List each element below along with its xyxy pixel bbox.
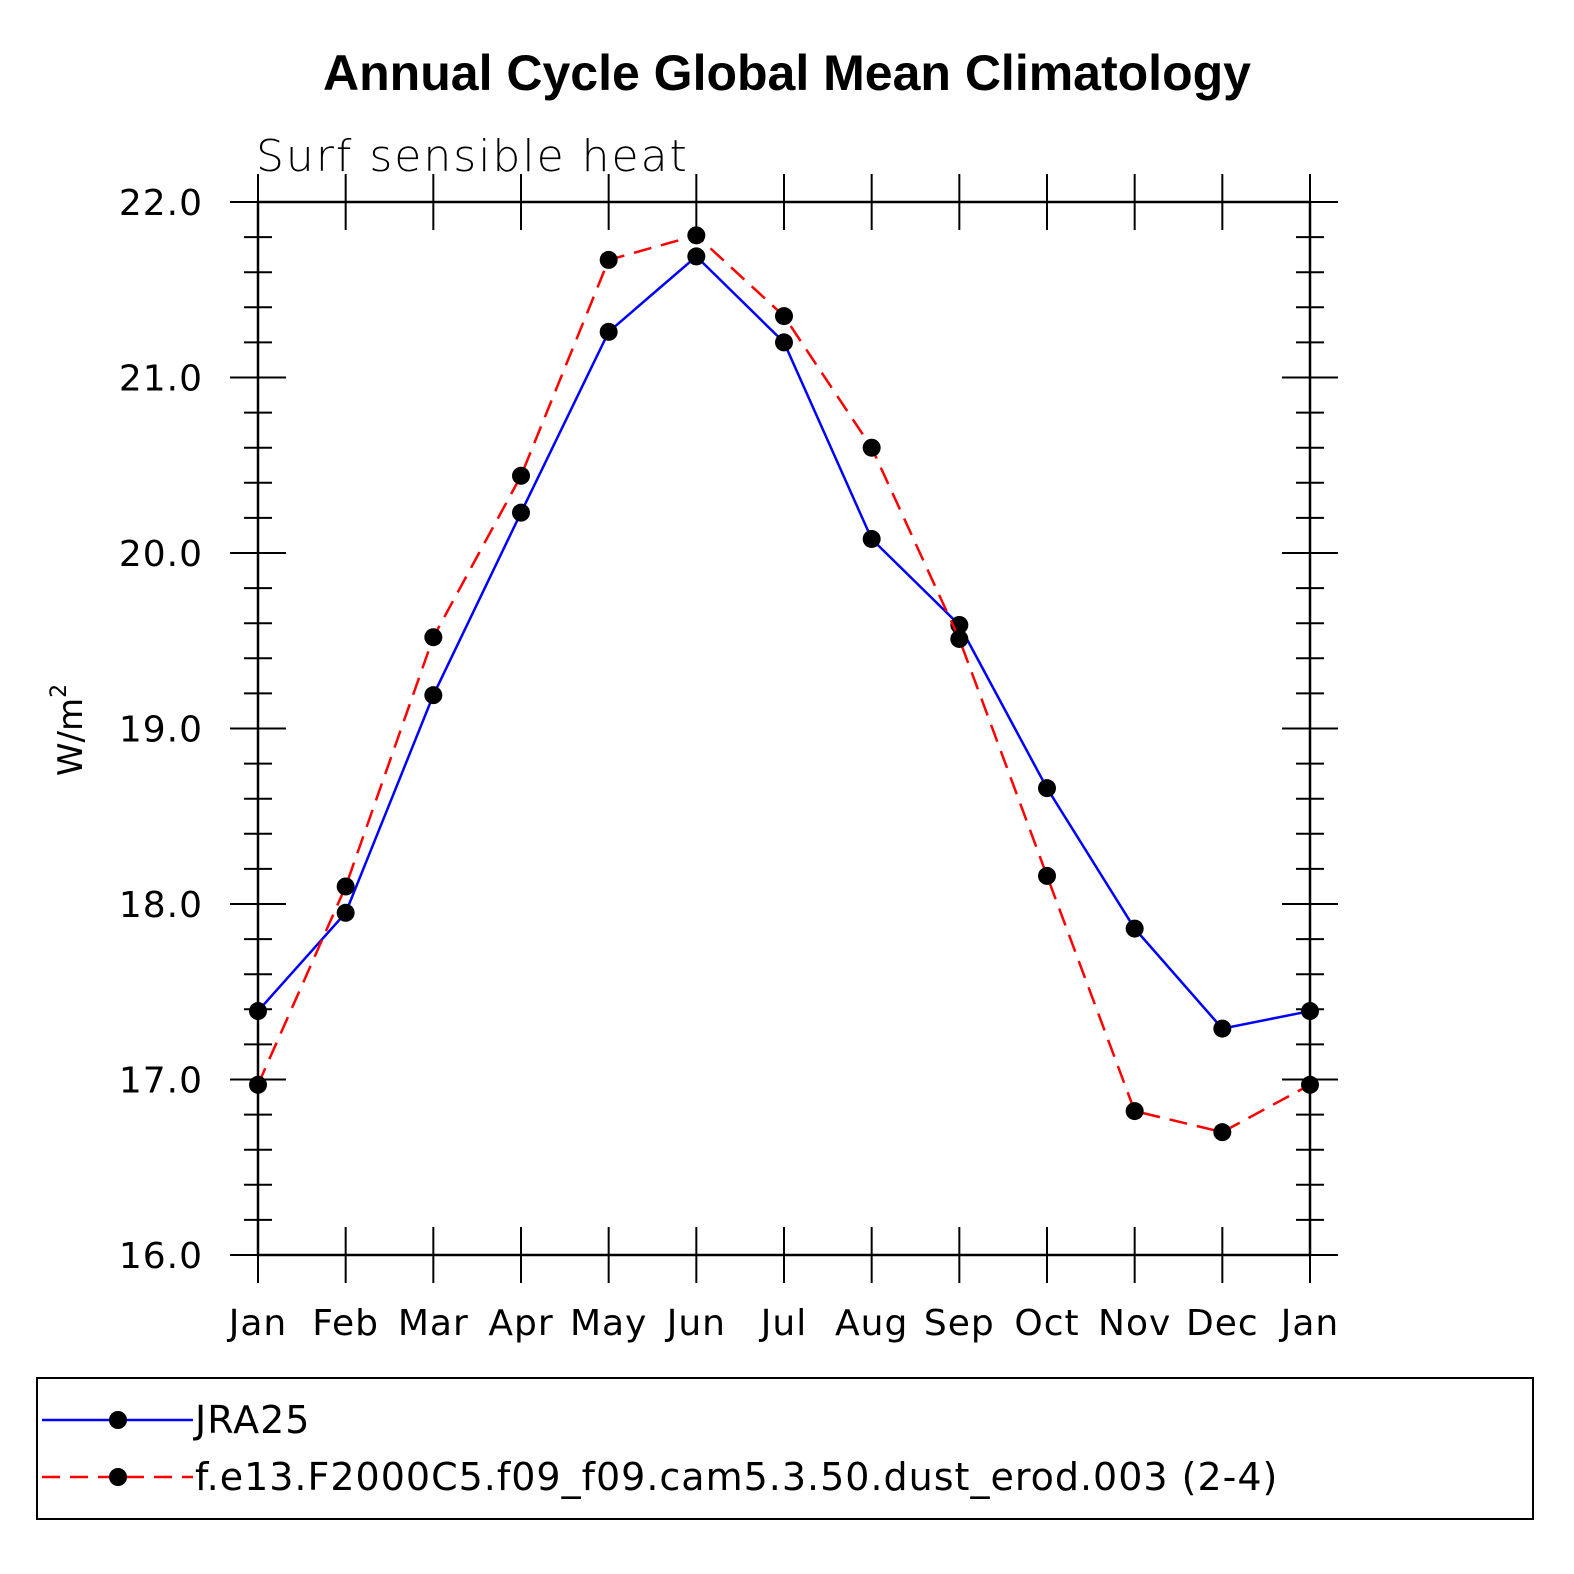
x-tick-label: Oct (1014, 1303, 1079, 1344)
legend: JRA25 f.e13.F2000C5.f09_f09.cam5.3.50.dus… (36, 1377, 1534, 1520)
data-point (950, 629, 969, 648)
data-point (1038, 866, 1056, 885)
x-tick-label: Jun (665, 1303, 726, 1344)
data-point (424, 686, 443, 705)
data-point (599, 322, 618, 341)
y-tick-label: 21.0 (119, 359, 203, 400)
data-point (775, 333, 793, 352)
y-tick-label: 19.0 (119, 710, 203, 751)
x-tick-label: Mar (398, 1303, 469, 1344)
x-tick-label: Nov (1098, 1303, 1171, 1344)
chart-title: Annual Cycle Global Mean Climatology (323, 45, 1251, 101)
x-tick-label: Feb (312, 1303, 379, 1344)
legend-label: f.e13.F2000C5.f09_f09.cam5.3.50.dust_ero… (195, 1455, 1278, 1499)
legend-entry-1: JRA25 (42, 1398, 310, 1442)
x-tick-label: Jan (1279, 1303, 1340, 1344)
data-point (1301, 1075, 1319, 1094)
y-tick-label: 20.0 (119, 534, 203, 575)
series-line (256, 233, 1311, 1134)
legend-marker (109, 1411, 127, 1429)
x-tick-label: Dec (1186, 1303, 1259, 1344)
x-tick-label: Jan (227, 1303, 288, 1344)
y-tick-label: 18.0 (119, 885, 203, 926)
series-1 (249, 247, 1319, 1038)
y-axis-label-base: W/m (51, 698, 91, 776)
data-point (1125, 1102, 1144, 1121)
y-axis-label: W/m2 (47, 684, 91, 776)
x-tick-label: May (570, 1303, 647, 1344)
y-tick-label: 17.0 (119, 1061, 203, 1102)
x-tick-label: Jul (759, 1303, 807, 1344)
data-point (687, 226, 706, 245)
y-tick-label: 16.0 (119, 1236, 203, 1277)
data-point (512, 503, 530, 522)
x-tick-label: Aug (835, 1303, 908, 1344)
data-point (512, 466, 530, 485)
data-point (775, 307, 793, 326)
x-tick-label: Apr (488, 1303, 553, 1344)
data-point (249, 1075, 267, 1094)
series-line (257, 254, 1311, 1030)
x-axis: Jan Feb Mar Apr May Jun Jul Aug Sep Oct Nov Dec Jan (227, 174, 1340, 1344)
legend-label: JRA25 (193, 1398, 310, 1442)
data-point (336, 877, 355, 896)
plot-frame (256, 200, 1312, 1257)
data-point (687, 247, 706, 266)
series-layer (249, 226, 1319, 1142)
series-2 (249, 226, 1319, 1142)
data-point (1125, 919, 1144, 938)
y-tick-label: 22.0 (119, 183, 203, 224)
data-point (599, 250, 618, 269)
data-point (424, 628, 443, 647)
chart-subtitle: Surf sensible heat (256, 131, 689, 182)
data-point (1038, 779, 1056, 798)
y-axis: 16.0 17.0 18.0 19.0 20.0 21.0 22.0 (119, 183, 1338, 1277)
data-point (1213, 1019, 1232, 1038)
plot-border (256, 200, 1312, 1257)
x-tick-label: Sep (924, 1303, 995, 1344)
data-point (336, 903, 355, 922)
data-point (862, 529, 881, 548)
data-point (249, 1002, 267, 1021)
legend-marker (109, 1468, 127, 1486)
legend-box (36, 1377, 1534, 1520)
y-axis-label-superscript: 2 (47, 684, 72, 698)
legend-entry-2: f.e13.F2000C5.f09_f09.cam5.3.50.dust_ero… (42, 1455, 1278, 1499)
data-point (1213, 1123, 1232, 1142)
data-point (1301, 1002, 1319, 1021)
data-point (862, 438, 881, 457)
